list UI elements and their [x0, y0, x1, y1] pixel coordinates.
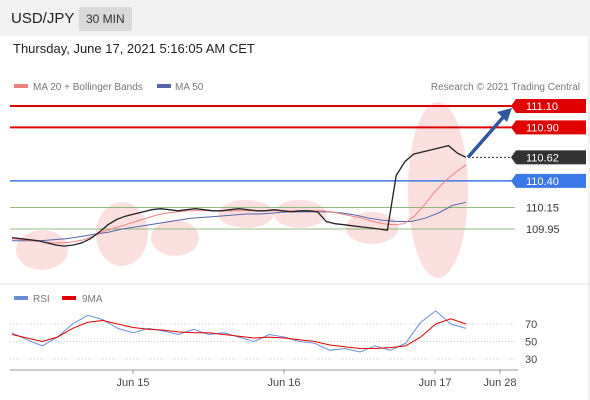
timeframe-button[interactable]: 30 MIN	[79, 7, 132, 31]
level-label-111.10: 111.10	[526, 101, 558, 113]
x-tick-label-3: Jun 28	[483, 377, 516, 389]
x-axis-ticks: Jun 15 Jun 16 Jun 17 Jun 28	[116, 370, 517, 389]
x-tick-label-0: Jun 15	[116, 377, 149, 389]
forecast-arrow	[466, 108, 512, 159]
level-badge-110.62	[516, 150, 586, 165]
ma-bollinger-legend: MA 20 + Bollinger Bands	[33, 82, 143, 93]
ma50-line	[12, 201, 467, 242]
forecast-arrow-head	[497, 108, 512, 122]
x-tick-label-2: Jun 17	[418, 377, 451, 389]
level-badge-110.90	[516, 120, 586, 135]
level-badge-tip-111.10	[511, 99, 516, 113]
level-badge-tip-110.62	[511, 150, 516, 165]
rsi-ma-legend: 9MA	[82, 294, 103, 305]
forecast-arrow-shaft	[466, 112, 508, 159]
chart-datetime: Thursday, June 17, 2021 5:16:05 AM CET	[13, 41, 255, 56]
rsi-tick-30: 30	[525, 354, 537, 366]
bollinger-band-2	[151, 220, 199, 256]
ma20-line	[11, 164, 467, 244]
price-series	[11, 144, 467, 247]
rsi-tick-50: 50	[525, 337, 537, 349]
x-tick-label-1: Jun 16	[267, 377, 300, 389]
symbol-title: USD/JPY	[11, 10, 75, 27]
level-badges: 111.10 110.90 110.62 110.40 110.15 109.95	[511, 99, 586, 236]
level-label-110.62: 110.62	[526, 152, 559, 164]
level-badge-110.40	[516, 173, 586, 188]
bollinger-band-6	[408, 102, 468, 278]
price-levels	[10, 105, 515, 230]
rsi-legend: RSI	[33, 294, 50, 305]
rsi-ma-line	[11, 318, 467, 349]
level-label-109.95: 109.95	[526, 224, 560, 236]
chart-header: USD/JPY 30 MIN	[0, 0, 590, 36]
level-label-110.15: 110.15	[526, 203, 559, 215]
level-label-110.90: 110.90	[526, 122, 559, 134]
level-label-110.40: 110.40	[526, 176, 559, 188]
ma50-legend: MA 50	[175, 82, 204, 93]
research-credit: Research © 2021 Trading Central	[431, 82, 580, 93]
bollinger-band-4	[274, 200, 326, 228]
bollinger-band-1	[96, 202, 148, 266]
level-badge-tip-110.40	[511, 173, 516, 188]
bollinger-band-0	[16, 230, 68, 270]
rsi-line	[11, 310, 467, 353]
level-badge-tip-110.90	[511, 120, 516, 135]
bollinger-bands	[16, 102, 468, 278]
rsi-panel: 70 50 30	[10, 310, 537, 366]
moving-averages	[11, 164, 467, 244]
rsi-tick-70: 70	[525, 319, 537, 331]
level-badge-111.10	[516, 99, 586, 113]
price-line	[11, 144, 467, 247]
